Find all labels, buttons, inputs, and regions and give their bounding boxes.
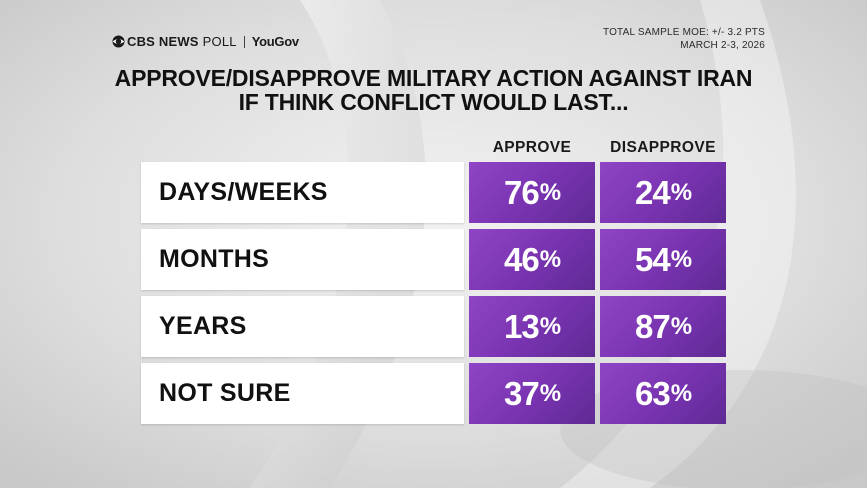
value-number: 87 bbox=[634, 307, 671, 345]
row-label: DAYS/WEEKS bbox=[141, 162, 464, 223]
value-number: 46 bbox=[503, 240, 540, 278]
percent-sign: % bbox=[670, 245, 692, 273]
column-header-approve: APPROVE bbox=[492, 139, 572, 156]
value-number: 63 bbox=[634, 374, 671, 412]
chart-title-line-2: IF THINK CONFLICT WOULD LAST... bbox=[238, 89, 629, 115]
margin-of-error: TOTAL SAMPLE MOE: +/- 3.2 PTS MARCH 2-3,… bbox=[603, 26, 765, 52]
percent-sign: % bbox=[670, 312, 692, 340]
disapprove-value-cell: 87% bbox=[600, 296, 726, 357]
logo-divider bbox=[243, 35, 245, 48]
approve-value-cell: 37% bbox=[469, 363, 595, 424]
disapprove-value-cell: 63% bbox=[600, 363, 726, 424]
value-number: 13 bbox=[503, 307, 540, 345]
value-number: 37 bbox=[503, 374, 540, 412]
percent-sign: % bbox=[670, 178, 692, 206]
poll-label: POLL bbox=[202, 34, 237, 49]
chart-title-line-1: APPROVE/DISAPPROVE MILITARY ACTION AGAIN… bbox=[114, 65, 753, 91]
disapprove-value-cell: 24% bbox=[600, 162, 726, 223]
approve-value-cell: 46% bbox=[469, 229, 595, 290]
column-header-disapprove: DISAPPROVE bbox=[610, 139, 716, 156]
moe-line: TOTAL SAMPLE MOE: +/- 3.2 PTS bbox=[602, 27, 765, 38]
percent-sign: % bbox=[539, 178, 561, 206]
percent-sign: % bbox=[539, 245, 561, 273]
poll-dates: MARCH 2-3, 2026 bbox=[680, 40, 765, 51]
row-label: YEARS bbox=[141, 296, 464, 357]
approve-value-cell: 76% bbox=[469, 162, 595, 223]
chart-title: APPROVE/DISAPPROVE MILITARY ACTION AGAIN… bbox=[0, 66, 867, 114]
percent-sign: % bbox=[539, 379, 561, 407]
row-label: NOT SURE bbox=[141, 363, 464, 424]
value-number: 24 bbox=[634, 173, 671, 211]
disapprove-value-cell: 54% bbox=[600, 229, 726, 290]
approve-value-cell: 13% bbox=[469, 296, 595, 357]
cbs-eye-icon bbox=[112, 35, 125, 48]
value-number: 54 bbox=[634, 240, 671, 278]
percent-sign: % bbox=[670, 379, 692, 407]
percent-sign: % bbox=[539, 312, 561, 340]
row-label: MONTHS bbox=[141, 229, 464, 290]
value-number: 76 bbox=[503, 173, 540, 211]
brand-name: CBS NEWS bbox=[127, 34, 199, 49]
cbs-yougov-logo: CBS NEWS POLL YouGov bbox=[112, 34, 299, 49]
partner-name: YouGov bbox=[251, 34, 299, 49]
